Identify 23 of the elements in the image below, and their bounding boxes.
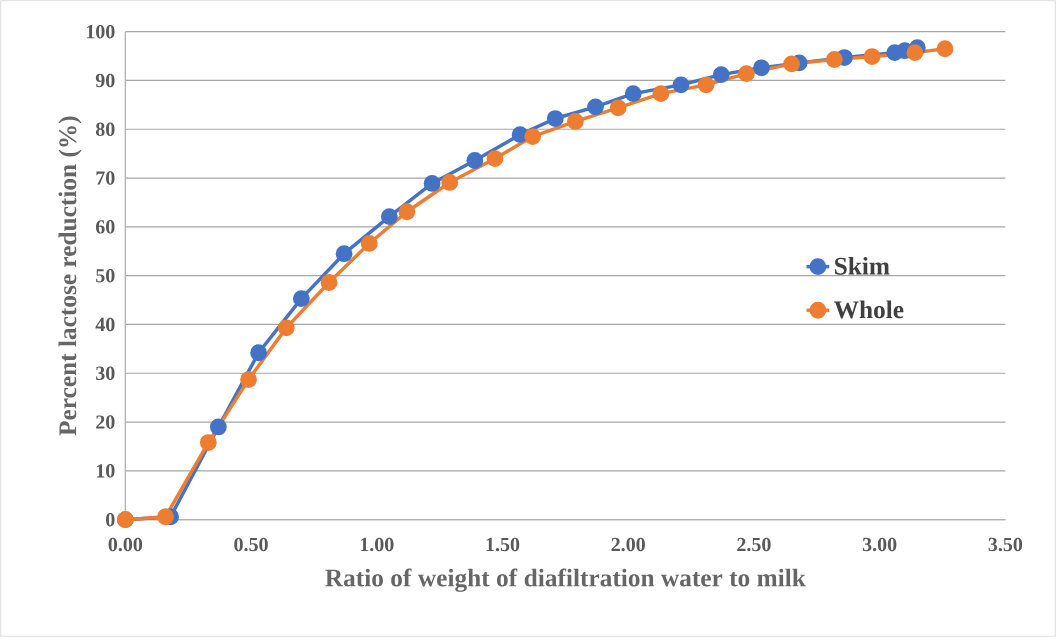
x-tick-label: 2.50: [737, 537, 771, 552]
y-tick-label: 10: [96, 464, 115, 478]
y-tick-label: 30: [96, 366, 115, 381]
y-tick-label: 90: [95, 73, 115, 88]
y-tick-label: 40: [95, 317, 115, 332]
y-tick-label: 20: [96, 415, 115, 429]
x-tick-label: 0.50: [234, 537, 268, 552]
x-tick-label: 1.00: [360, 537, 394, 552]
x-tick-label: 3.00: [862, 537, 897, 552]
x-tick-label: 0.00: [108, 537, 143, 552]
y-axis-title: Percent lactose reduction (%): [58, 116, 82, 436]
y-tick-label: 70: [96, 171, 115, 185]
y-tick-label: 50: [96, 268, 115, 283]
legend-label: Whole: [834, 300, 904, 319]
x-tick-label: 3.50: [988, 537, 1023, 552]
y-tick-label: 60: [95, 220, 115, 234]
y-tick-label: 80: [95, 122, 115, 137]
x-tick-label: 1.50: [486, 537, 520, 552]
x-axis-title: Ratio of weight of diafiltration water to milk: [325, 568, 806, 592]
legend-label: Skim: [835, 256, 890, 275]
y-tick-label: 100: [86, 24, 115, 39]
y-tick-label: 0: [106, 512, 115, 527]
x-tick-label: 2.00: [611, 537, 645, 552]
